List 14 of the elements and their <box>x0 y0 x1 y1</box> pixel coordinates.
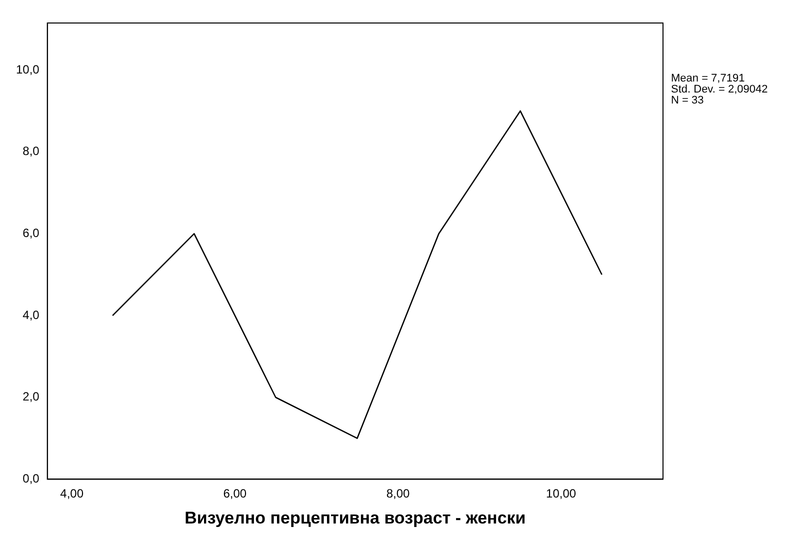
text: Std. Dev. = 2,09042 <box>671 84 768 96</box>
x-tick-label: 6,00 <box>223 486 247 501</box>
text: N = 33 <box>671 94 704 107</box>
x-tick-label: 8,00 <box>386 486 410 501</box>
y-tick-label: 4,0 <box>22 308 40 322</box>
y-tick-label: 8,0 <box>22 144 40 158</box>
y-tick-label: 0,0 <box>22 472 40 486</box>
y-tick-label: 6,0 <box>22 226 40 240</box>
x-tick-label: 10,00 <box>546 486 576 501</box>
y-tick-label: 10,0 <box>16 62 40 76</box>
x-tick-label: 4,00 <box>60 486 84 501</box>
y-tick-label: 2,0 <box>22 390 40 404</box>
x-axis-title: Визуелно перцептивна возраст - женски <box>184 508 526 528</box>
text: Mean = 7,7191 <box>671 72 745 85</box>
